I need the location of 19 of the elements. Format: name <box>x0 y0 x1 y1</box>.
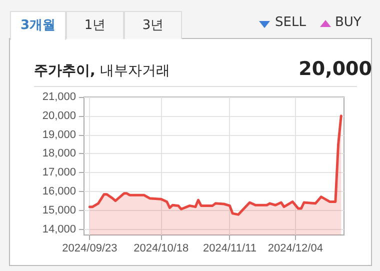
y-tick-label: 17,000 <box>42 166 76 179</box>
y-tick-label: 15,000 <box>42 204 76 216</box>
x-tick-label: 2024/12/04 <box>268 242 323 254</box>
x-tick-label: 2024/09/23 <box>62 242 118 254</box>
x-tick-label: 2024/10/18 <box>134 242 189 254</box>
text: 3년 <box>124 11 182 39</box>
y-tick-label: 21,000 <box>42 91 76 103</box>
text: 20,000 <box>298 58 372 80</box>
text: 3개월 <box>10 11 66 40</box>
text: 1년 <box>66 11 124 39</box>
x-tick-label: 2024/11/11 <box>203 242 256 254</box>
chart-title: 주가추이, 내부자거래 <box>34 62 170 80</box>
text: SELL <box>275 15 306 30</box>
y-tick-label: 18,000 <box>42 148 76 160</box>
y-tick-label: 20,000 <box>42 110 76 122</box>
y-tick-label: 19,000 <box>42 128 76 141</box>
y-tick-label: 16,000 <box>42 186 76 198</box>
y-tick-label: 14,000 <box>42 223 76 236</box>
text: BUY <box>335 15 362 30</box>
